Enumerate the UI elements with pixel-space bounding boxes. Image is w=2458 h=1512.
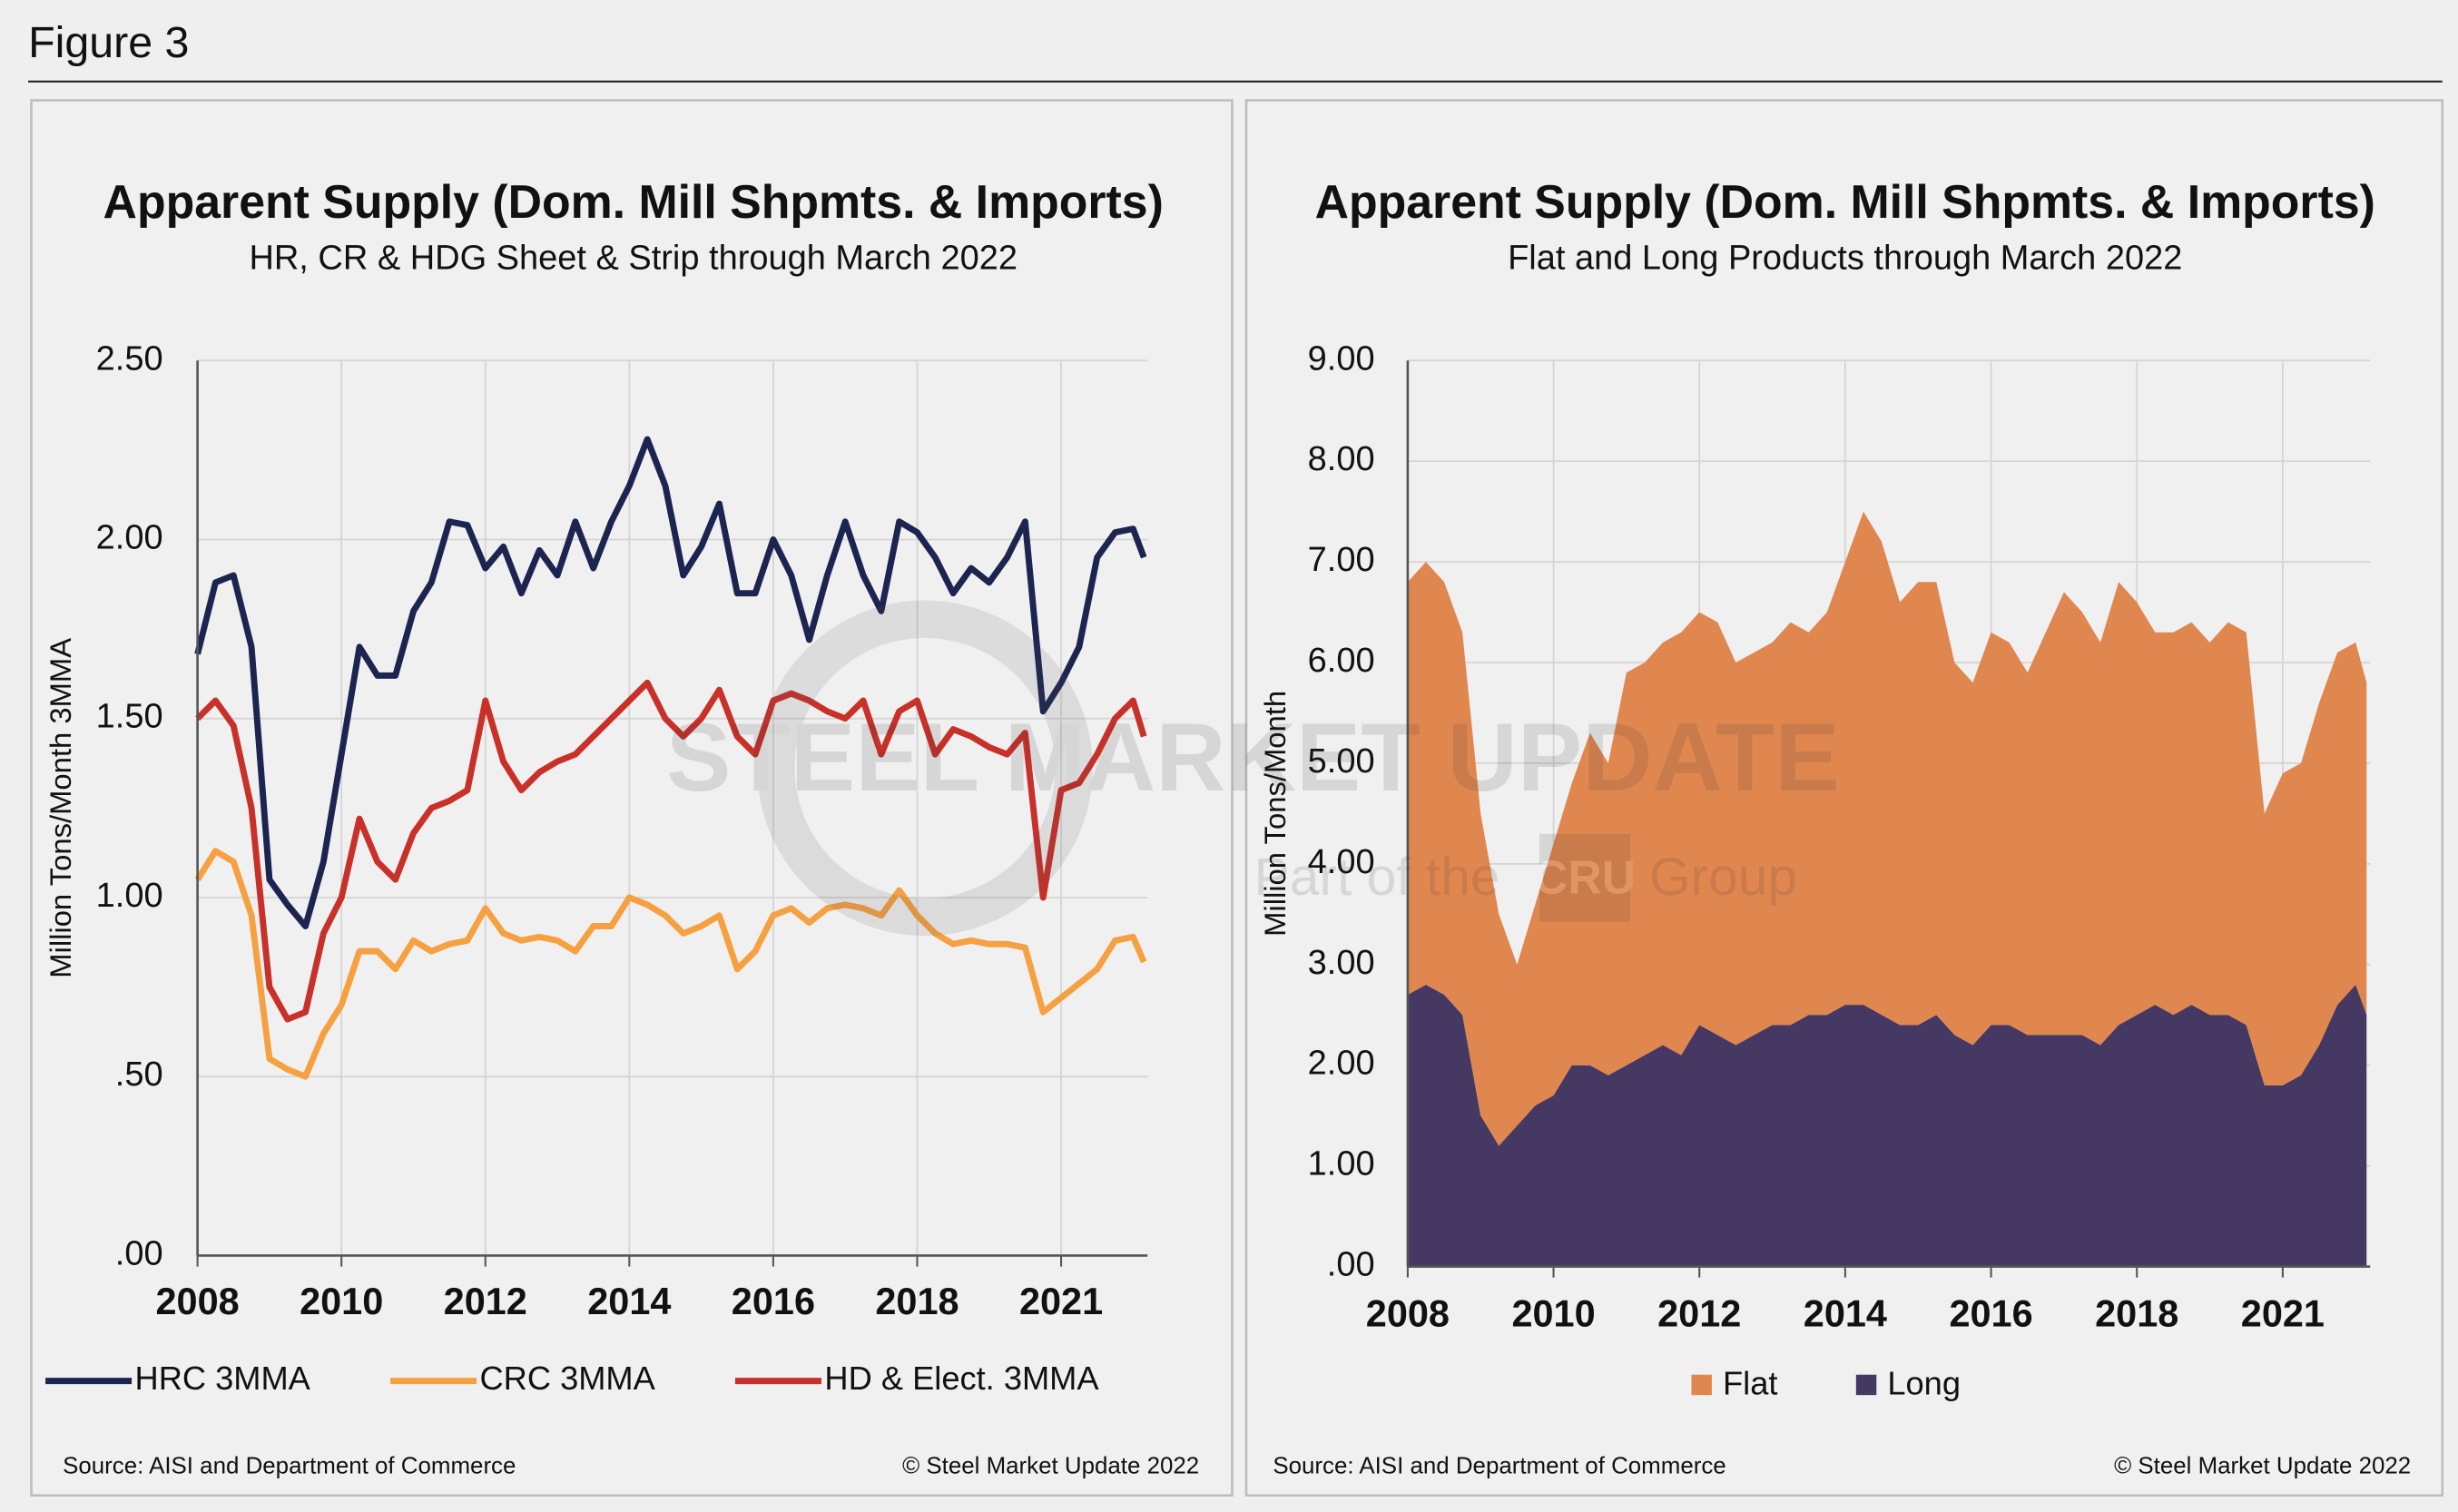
y-tick-label: 5.00 bbox=[1308, 742, 1375, 781]
chart-title: Apparent Supply (Dom. Mill Shpmts. & Imp… bbox=[1315, 175, 2375, 228]
y-tick-label: 1.00 bbox=[1308, 1145, 1375, 1183]
x-tick-label: 2016 bbox=[1949, 1292, 2032, 1335]
source: Source: AISI and Department of Commerce bbox=[63, 1453, 516, 1478]
copyright: © Steel Market Update 2022 bbox=[902, 1453, 1199, 1478]
series-line bbox=[195, 679, 1147, 1023]
legend-swatch bbox=[1855, 1374, 1877, 1396]
y-tick-label: 2.50 bbox=[96, 339, 163, 378]
y-tick-label: 4.00 bbox=[1308, 843, 1375, 881]
legend-swatch bbox=[1691, 1374, 1712, 1396]
legend-label: Long bbox=[1887, 1364, 1961, 1401]
y-axis-label: Million Tons/Month bbox=[1258, 691, 1292, 937]
watermark-brand: STEEL MARKET UPDATE bbox=[666, 702, 1840, 811]
series-line bbox=[194, 436, 1147, 929]
watermark-ring bbox=[757, 600, 1093, 937]
y-tick-label: 1.00 bbox=[96, 877, 163, 915]
legend-label: HRC 3MMA bbox=[135, 1360, 311, 1397]
x-tick-label: 2014 bbox=[1804, 1292, 1887, 1335]
series-area bbox=[1407, 511, 2367, 1146]
chart-title: Apparent Supply (Dom. Mill Shpmts. & Imp… bbox=[103, 175, 1164, 228]
y-tick-label: 7.00 bbox=[1308, 541, 1375, 579]
watermark-tagline: Part of the bbox=[1254, 848, 1500, 907]
y-tick-label: .00 bbox=[1327, 1246, 1375, 1284]
chart-subtitle: Flat and Long Products through March 202… bbox=[1508, 240, 2182, 278]
x-tick-label: 2021 bbox=[1019, 1280, 1103, 1322]
y-tick-label: 6.00 bbox=[1308, 642, 1375, 680]
y-tick-label: .50 bbox=[115, 1055, 163, 1094]
x-tick-label: 2008 bbox=[1366, 1292, 1450, 1335]
watermark-logo-box bbox=[1539, 833, 1631, 922]
x-tick-label: 2010 bbox=[1511, 1292, 1595, 1335]
x-tick-label: 2018 bbox=[875, 1280, 959, 1322]
source: Source: AISI and Department of Commerce bbox=[1273, 1453, 1726, 1478]
y-tick-label: 8.00 bbox=[1308, 440, 1375, 478]
x-tick-label: 2010 bbox=[300, 1280, 383, 1322]
y-tick-label: .00 bbox=[115, 1234, 163, 1272]
series-line bbox=[194, 848, 1147, 1080]
x-tick-label: 2016 bbox=[732, 1280, 815, 1322]
series-area bbox=[1407, 984, 2367, 1267]
figure-label: Figure 3 bbox=[28, 18, 189, 67]
x-tick-label: 2018 bbox=[2095, 1292, 2178, 1335]
y-tick-label: 3.00 bbox=[1308, 944, 1375, 982]
x-tick-label: 2008 bbox=[156, 1280, 240, 1322]
y-tick-label: 1.50 bbox=[96, 698, 163, 736]
copyright: © Steel Market Update 2022 bbox=[2114, 1453, 2411, 1478]
watermark-logo: CRU bbox=[1534, 850, 1636, 903]
y-tick-label: 2.00 bbox=[96, 519, 163, 557]
chart-subtitle: HR, CR & HDG Sheet & Strip through March… bbox=[249, 240, 1018, 278]
x-tick-label: 2014 bbox=[587, 1280, 671, 1322]
y-axis-label: Million Tons/Month 3MMA bbox=[44, 638, 77, 978]
watermark-group: Group bbox=[1649, 848, 1797, 907]
watermark: STEEL MARKET UPDATE Part of the CRU Grou… bbox=[666, 600, 1840, 937]
legend-label: HD & Elect. 3MMA bbox=[824, 1360, 1099, 1397]
legend-label: CRC 3MMA bbox=[479, 1360, 655, 1397]
x-tick-label: 2012 bbox=[444, 1280, 527, 1322]
x-tick-label: 2012 bbox=[1657, 1292, 1741, 1335]
x-tick-label: 2021 bbox=[2241, 1292, 2325, 1335]
y-tick-label: 2.00 bbox=[1308, 1045, 1375, 1083]
y-tick-label: 9.00 bbox=[1308, 339, 1375, 378]
legend-label: Flat bbox=[1723, 1364, 1777, 1401]
